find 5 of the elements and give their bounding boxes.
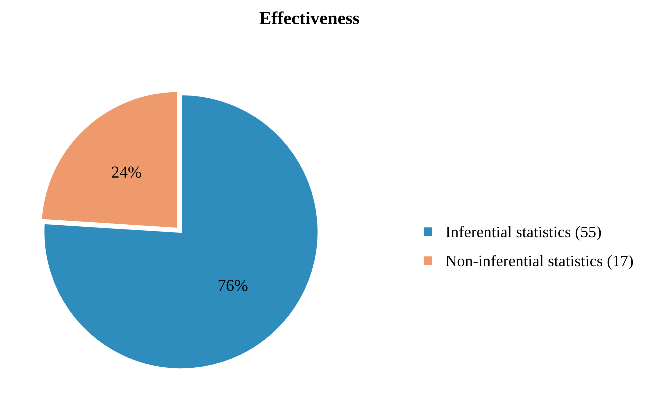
chart-title: Effectiveness [260, 12, 360, 25]
legend-label: Inferential statistics (55) [446, 226, 602, 241]
data-label: 76% [218, 280, 248, 292]
legend-label: Non-inferential statistics (17) [446, 255, 634, 270]
data-label: 24% [112, 166, 142, 178]
